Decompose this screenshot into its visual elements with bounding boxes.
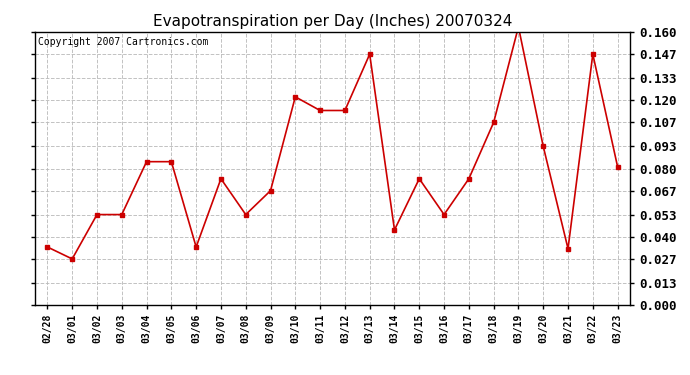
Title: Evapotranspiration per Day (Inches) 20070324: Evapotranspiration per Day (Inches) 2007…	[152, 15, 512, 30]
Text: Copyright 2007 Cartronics.com: Copyright 2007 Cartronics.com	[38, 38, 208, 48]
